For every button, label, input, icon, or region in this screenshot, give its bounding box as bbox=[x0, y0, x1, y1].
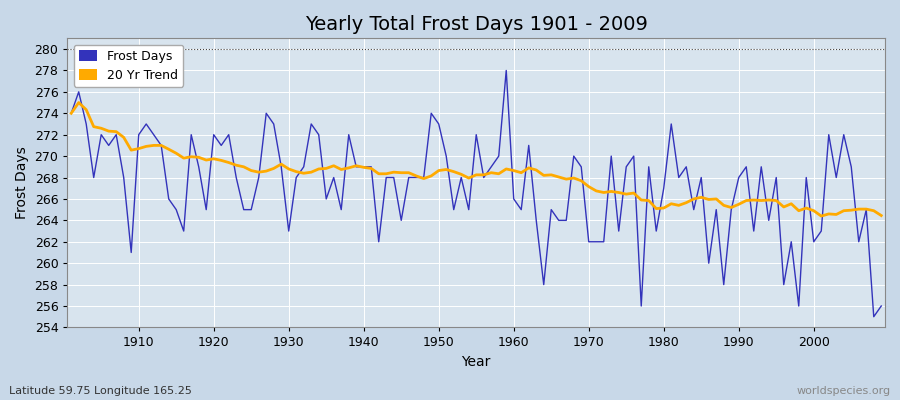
Y-axis label: Frost Days: Frost Days bbox=[15, 146, 29, 219]
Text: worldspecies.org: worldspecies.org bbox=[796, 386, 891, 396]
Legend: Frost Days, 20 Yr Trend: Frost Days, 20 Yr Trend bbox=[74, 44, 184, 87]
Text: Latitude 59.75 Longitude 165.25: Latitude 59.75 Longitude 165.25 bbox=[9, 386, 192, 396]
Title: Yearly Total Frost Days 1901 - 2009: Yearly Total Frost Days 1901 - 2009 bbox=[305, 15, 648, 34]
X-axis label: Year: Year bbox=[462, 355, 490, 369]
